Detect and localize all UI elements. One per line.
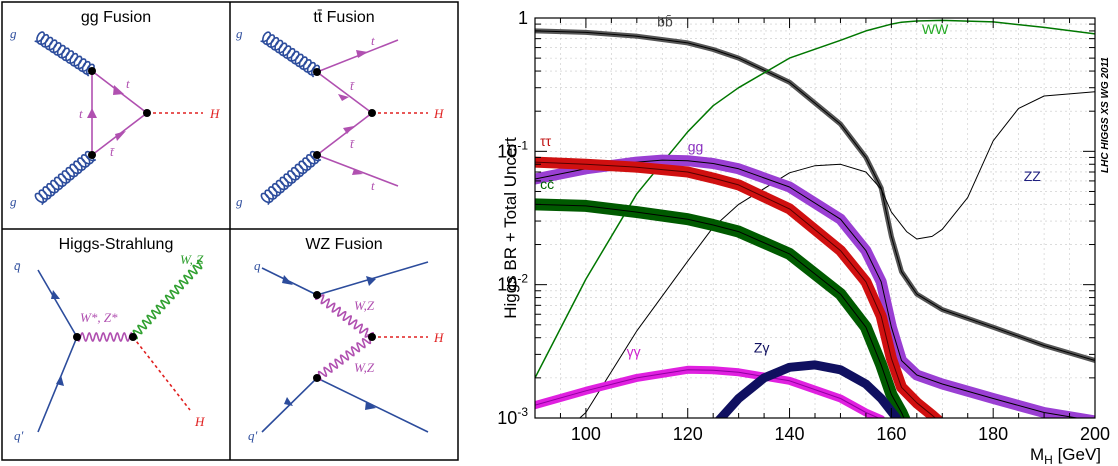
y-tick-label: 10-1 (497, 138, 528, 161)
label-t: t (126, 76, 130, 91)
x-tick-label: 140 (775, 424, 805, 444)
label-wz: W,Z (354, 360, 375, 375)
top-quark-lines (316, 39, 399, 187)
vertex-dot (313, 151, 321, 159)
series-bb (535, 28, 1095, 363)
label-wz-star: W*, Z* (80, 310, 118, 325)
w-boson-line (314, 294, 375, 338)
top-quark-loop (87, 70, 148, 156)
vertex-dot (313, 374, 321, 382)
z-boson-line (316, 334, 373, 381)
label-qprime: q′ (248, 428, 258, 443)
vertex-dot (313, 291, 321, 299)
series-z (714, 360, 901, 418)
series-label: WW (922, 21, 949, 37)
virtual-boson-line (76, 332, 134, 342)
y-tick-label: 10-3 (497, 405, 528, 428)
vertex-dot (73, 333, 81, 341)
series-line (535, 369, 880, 418)
vertex-dot (129, 333, 137, 341)
x-tick-label: 160 (876, 424, 906, 444)
series-label: ττ (540, 133, 552, 149)
diagram-wz-fusion: WZ Fusion q q′ W,Z W,Z H (248, 236, 444, 443)
label-g: g (236, 194, 243, 209)
label-t: t (371, 33, 375, 48)
label-g: g (10, 194, 17, 209)
gluon-line (260, 150, 322, 206)
series-line (535, 161, 937, 418)
gluon-line (34, 31, 95, 77)
y-axis-title: Higgs BR + Total Uncert (501, 137, 520, 319)
label-h: H (433, 106, 444, 121)
label-q: q (254, 258, 261, 273)
label-g: g (10, 26, 17, 41)
series-line (579, 91, 1095, 418)
x-tick-label: 120 (673, 424, 703, 444)
label-h: H (433, 330, 444, 345)
label-tbar: t̄ (350, 136, 355, 151)
label-tbar: t̄ (350, 78, 355, 93)
label-h: H (194, 414, 205, 429)
diagram-title-tt-fusion: tt̄ Fusion (313, 9, 374, 26)
label-h: H (209, 106, 220, 121)
watermark: LHC HIGGS XS WG 2011 (1100, 57, 1111, 173)
label-t: t (79, 106, 83, 121)
series-gg (535, 154, 1095, 418)
label-wz: W, Z (180, 252, 204, 267)
x-tick-label: 180 (978, 424, 1008, 444)
vertex-dot (88, 67, 96, 75)
axis-tick-labels: 100 120 140 160 180 200 1 10-1 10-2 10-3 (497, 8, 1110, 444)
series-label: γγ (627, 343, 641, 359)
gluon-line (260, 31, 321, 78)
series- (535, 365, 885, 418)
vertex-dot (368, 109, 376, 117)
series-label: bb̄ (657, 14, 673, 30)
series-label: gg (688, 138, 704, 154)
diagram-higgs-strahlung: Higgs-Strahlung q̄ q′ W*, Z* W, Z H (14, 236, 205, 443)
y-tick-label: 1 (518, 8, 528, 28)
x-axis-title: MH [GeV] (1030, 445, 1101, 466)
series-label: ZZ (1024, 168, 1042, 184)
series-line (720, 364, 897, 418)
series-labels: bb̄ WW ZZ gg ττ cc̄ γγ Zγ (540, 14, 1041, 360)
series-cc (535, 198, 911, 418)
label-wz: W,Z (354, 298, 375, 313)
series-line (535, 203, 905, 418)
label-t: t (371, 178, 375, 193)
label-tbar: t̄ (110, 144, 115, 159)
diagram-title-gg-fusion: gg Fusion (81, 9, 151, 26)
vertex-dot (313, 68, 321, 76)
vertex-dot (368, 333, 376, 341)
diagram-title-wz-fusion: WZ Fusion (305, 236, 382, 253)
series-label: cc̄ (540, 176, 554, 192)
series-line (535, 159, 1081, 418)
vertex-dot (88, 151, 96, 159)
quark-lines (261, 261, 429, 433)
diagram-gg-fusion: gg Fusion g g t t t̄ H (10, 9, 220, 209)
x-tick-label: 100 (571, 424, 601, 444)
series-layer (535, 19, 1095, 418)
series-zz (579, 91, 1095, 418)
label-qprime: q′ (14, 428, 24, 443)
series-label: Zγ (754, 339, 770, 355)
gluon-line (34, 150, 97, 206)
axis-ticks (534, 17, 1096, 419)
y-tick-label: 10-2 (497, 272, 528, 295)
feynman-diagram-panel: gg Fusion g g t t t̄ H tt̄ Fusio (1, 1, 459, 461)
quark-lines (37, 269, 78, 433)
series-line (535, 30, 1095, 361)
vertex-dot (143, 109, 151, 117)
branching-ratio-chart: 100 120 140 160 180 200 1 10-1 10-2 10-3 bb̄ WW ZZ g… (497, 8, 1111, 466)
series- (535, 156, 944, 418)
label-qbar: q̄ (14, 258, 21, 273)
diagram-title-higgs-strahlung: Higgs-Strahlung (59, 236, 174, 253)
wz-boson-line (132, 259, 203, 340)
x-tick-label: 200 (1080, 424, 1110, 444)
label-g: g (236, 26, 243, 41)
diagram-tt-fusion: tt̄ Fusion g g t t̄ t̄ t H (236, 9, 444, 209)
